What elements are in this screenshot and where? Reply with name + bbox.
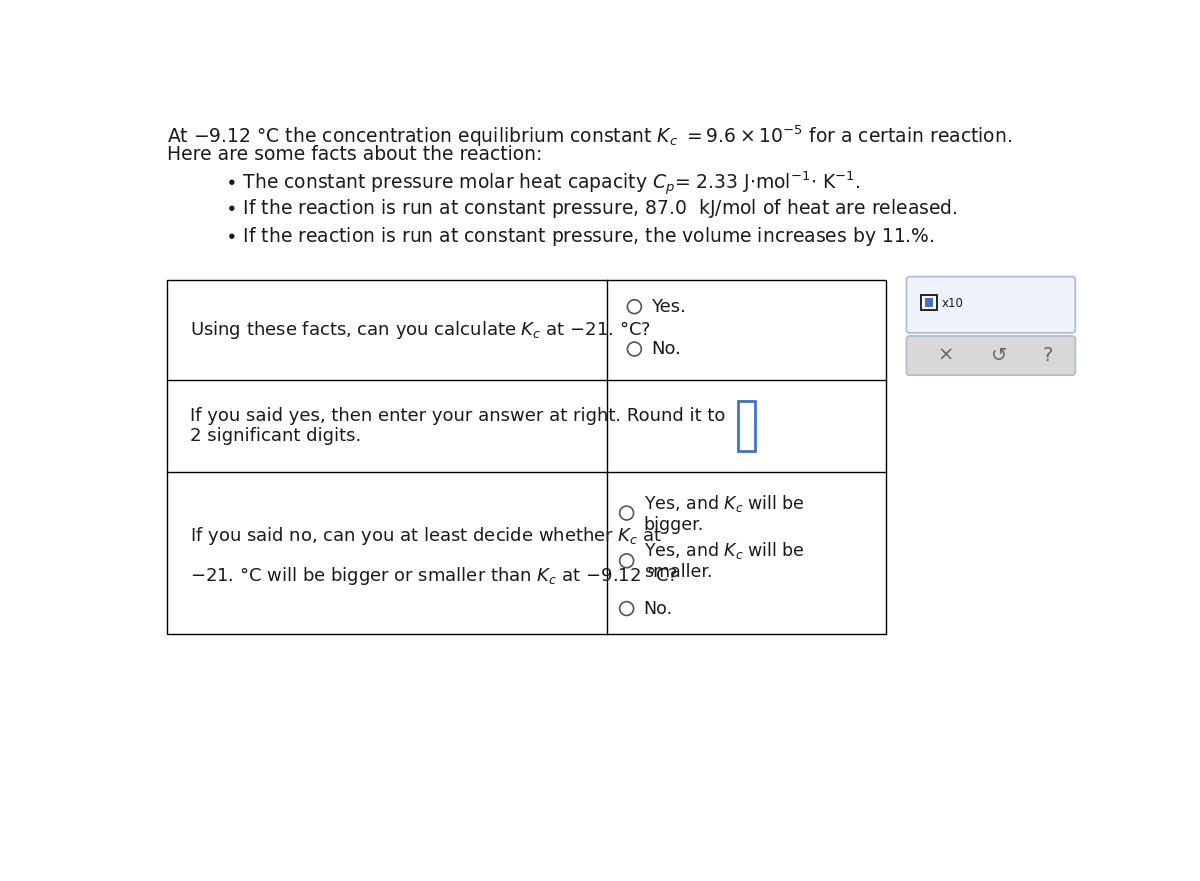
Circle shape: [619, 554, 634, 567]
Text: ×: ×: [937, 346, 954, 365]
Bar: [922, 295, 937, 310]
FancyBboxPatch shape: [906, 336, 1075, 375]
Text: Yes.: Yes.: [652, 298, 686, 315]
Circle shape: [628, 342, 641, 356]
Bar: [925, 299, 934, 307]
Text: $\bullet$ If the reaction is run at constant pressure, 87.0  kJ/mol of heat are : $\bullet$ If the reaction is run at cons…: [226, 197, 958, 220]
Text: $\bullet$ The constant pressure molar heat capacity $C_{\mathit{p}}$= 2.33 J$\cd: $\bullet$ The constant pressure molar he…: [226, 170, 860, 197]
Text: $\bullet$ If the reaction is run at constant pressure, the volume increases by 1: $\bullet$ If the reaction is run at cons…: [226, 225, 935, 248]
Bar: [167, 280, 887, 634]
Text: Yes, and $K_{\mathit{c}}$ will be: Yes, and $K_{\mathit{c}}$ will be: [643, 492, 804, 514]
Text: At $-$9.12 °C the concentration equilibrium constant $K_{\mathit{c}}$ $=9.6\time: At $-$9.12 °C the concentration equilibr…: [167, 123, 1012, 149]
Circle shape: [628, 300, 641, 314]
Text: bigger.: bigger.: [643, 515, 704, 534]
Bar: [738, 401, 755, 451]
Text: x10: x10: [942, 298, 964, 310]
Text: ↺: ↺: [991, 346, 1007, 365]
Text: No.: No.: [643, 600, 673, 618]
FancyBboxPatch shape: [906, 277, 1075, 333]
Text: If you said yes, then enter your answer at right. Round it to
2 significant digi: If you said yes, then enter your answer …: [191, 407, 726, 446]
Text: No.: No.: [652, 340, 682, 358]
Text: Yes, and $K_{\mathit{c}}$ will be: Yes, and $K_{\mathit{c}}$ will be: [643, 540, 804, 561]
Text: smaller.: smaller.: [643, 563, 712, 581]
Text: ?: ?: [1043, 346, 1054, 365]
Text: If you said no, can you at least decide whether $K_{\mathit{c}}$ at: If you said no, can you at least decide …: [191, 525, 662, 547]
Circle shape: [619, 602, 634, 616]
Text: $-$21. °C will be bigger or smaller than $K_{\mathit{c}}$ at $-$9.12 °C?: $-$21. °C will be bigger or smaller than…: [191, 566, 678, 588]
Text: Here are some facts about the reaction:: Here are some facts about the reaction:: [167, 145, 542, 164]
Circle shape: [619, 506, 634, 520]
Text: Using these facts, can you calculate $K_{\mathit{c}}$ at $-$21. °C?: Using these facts, can you calculate $K_…: [191, 319, 652, 341]
